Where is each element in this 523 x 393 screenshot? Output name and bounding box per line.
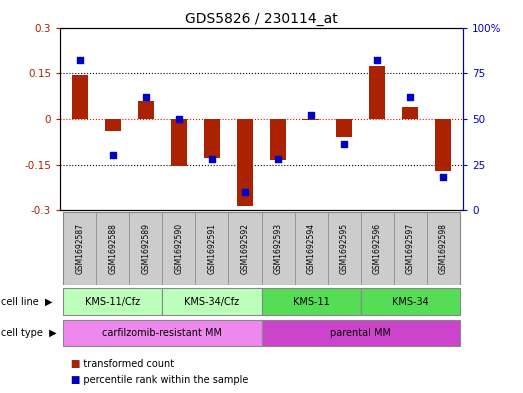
- Text: ■ transformed count: ■ transformed count: [71, 359, 174, 369]
- Bar: [170, 119, 187, 166]
- Bar: [237, 119, 253, 206]
- Text: GSM1692597: GSM1692597: [405, 223, 415, 274]
- Point: [406, 94, 414, 100]
- Bar: [262, 320, 460, 346]
- Text: GSM1692595: GSM1692595: [339, 223, 348, 274]
- Text: ■ percentile rank within the sample: ■ percentile rank within the sample: [71, 375, 248, 385]
- Text: GSM1692590: GSM1692590: [175, 223, 184, 274]
- Bar: [360, 212, 393, 285]
- Text: cell line  ▶: cell line ▶: [1, 297, 52, 307]
- Text: GSM1692588: GSM1692588: [108, 223, 118, 274]
- Text: ■: ■: [71, 375, 80, 385]
- Point: [142, 94, 150, 100]
- Text: GSM1692598: GSM1692598: [439, 223, 448, 274]
- Bar: [130, 212, 163, 285]
- Bar: [229, 212, 262, 285]
- Bar: [163, 288, 262, 315]
- Bar: [303, 119, 319, 120]
- Point: [340, 141, 348, 148]
- Text: GSM1692592: GSM1692592: [241, 223, 249, 274]
- Point: [208, 156, 216, 162]
- Text: KMS-34/Cfz: KMS-34/Cfz: [185, 297, 240, 307]
- Bar: [204, 119, 220, 158]
- Bar: [402, 107, 418, 119]
- Bar: [138, 101, 154, 119]
- Bar: [427, 212, 460, 285]
- Title: GDS5826 / 230114_at: GDS5826 / 230114_at: [185, 13, 338, 26]
- Bar: [72, 75, 88, 119]
- Bar: [294, 212, 327, 285]
- Bar: [105, 119, 121, 131]
- Bar: [63, 212, 96, 285]
- Text: cell type  ▶: cell type ▶: [1, 328, 56, 338]
- Bar: [327, 212, 360, 285]
- Text: GSM1692593: GSM1692593: [274, 223, 282, 274]
- Text: KMS-34: KMS-34: [392, 297, 428, 307]
- Text: GSM1692596: GSM1692596: [372, 223, 382, 274]
- Text: parental MM: parental MM: [330, 328, 391, 338]
- Bar: [369, 66, 385, 119]
- Point: [109, 152, 117, 158]
- Text: GSM1692594: GSM1692594: [306, 223, 315, 274]
- Bar: [196, 212, 229, 285]
- Text: KMS-11: KMS-11: [293, 297, 329, 307]
- Bar: [270, 119, 286, 160]
- Bar: [262, 212, 294, 285]
- Point: [241, 189, 249, 195]
- Bar: [63, 320, 262, 346]
- Bar: [435, 119, 451, 171]
- Text: GSM1692587: GSM1692587: [75, 223, 84, 274]
- Bar: [393, 212, 427, 285]
- Text: GSM1692589: GSM1692589: [141, 223, 151, 274]
- Point: [373, 57, 381, 64]
- Bar: [360, 288, 460, 315]
- Bar: [163, 212, 196, 285]
- Bar: [96, 212, 130, 285]
- Bar: [262, 288, 360, 315]
- Point: [307, 112, 315, 118]
- Point: [76, 57, 84, 64]
- Bar: [63, 288, 163, 315]
- Text: ■: ■: [71, 359, 80, 369]
- Text: carfilzomib-resistant MM: carfilzomib-resistant MM: [103, 328, 222, 338]
- Text: KMS-11/Cfz: KMS-11/Cfz: [85, 297, 141, 307]
- Point: [274, 156, 282, 162]
- Point: [439, 174, 447, 180]
- Text: GSM1692591: GSM1692591: [208, 223, 217, 274]
- Bar: [336, 119, 353, 137]
- Point: [175, 116, 183, 122]
